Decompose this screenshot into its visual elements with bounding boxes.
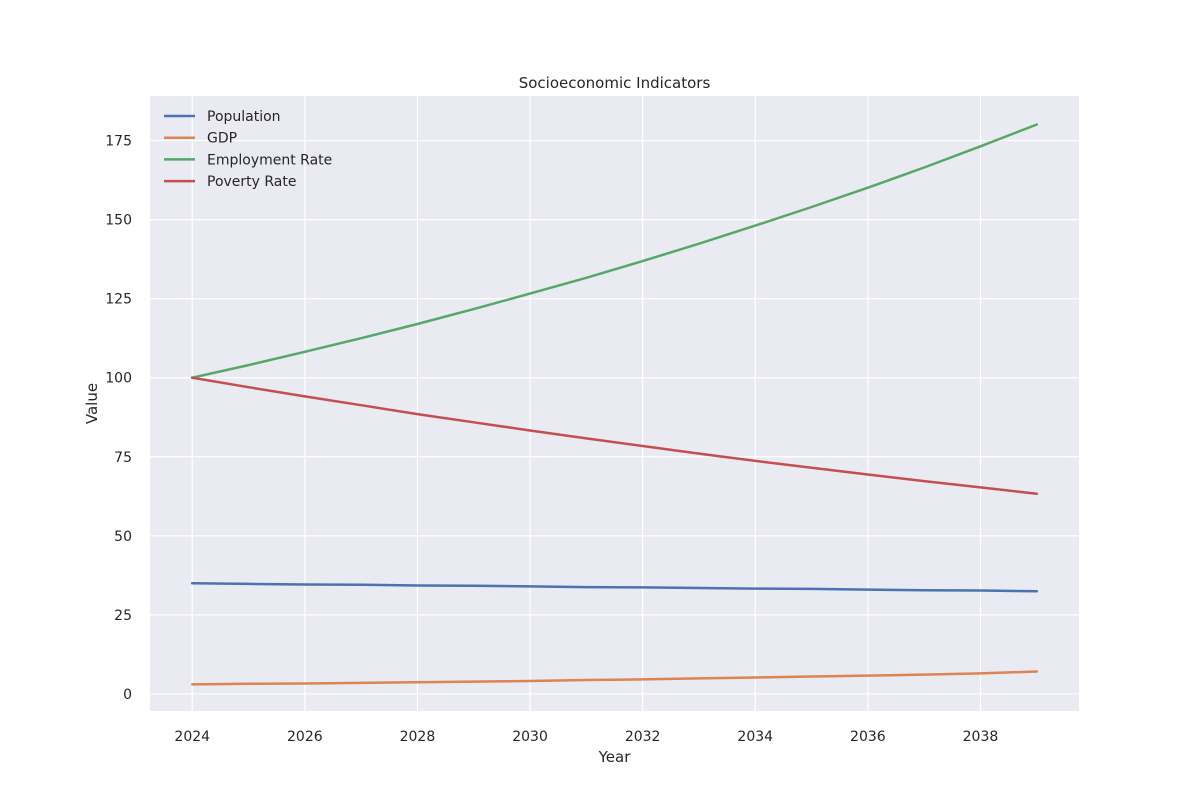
x-tick-label: 2034 — [737, 729, 773, 745]
x-tick-label: 2032 — [625, 729, 661, 745]
x-axis-ticks: 2024 2026 2028 2030 2032 2034 2036 2038 — [174, 729, 998, 745]
series-line-poverty-rate — [190, 376, 1039, 496]
y-axis-label: Value — [83, 383, 101, 424]
series-lines — [190, 123, 1039, 686]
grid — [150, 96, 1079, 711]
x-tick-label: 2038 — [963, 729, 999, 745]
x-tick-label: 2024 — [174, 729, 210, 745]
y-tick-label: 175 — [105, 134, 132, 150]
y-tick-label: 50 — [114, 529, 132, 545]
y-axis-ticks: 0 25 50 75 100 125 150 175 — [105, 134, 132, 703]
legend-label: Poverty Rate — [207, 174, 297, 190]
legend-label: Population — [207, 109, 281, 125]
series-line-gdp — [190, 670, 1039, 686]
y-tick-label: 75 — [114, 450, 132, 466]
y-tick-label: 25 — [114, 608, 132, 624]
chart-title: Socioeconomic Indicators — [519, 74, 711, 92]
x-axis-label: Year — [598, 748, 632, 766]
y-tick-label: 0 — [123, 687, 132, 703]
x-tick-label: 2036 — [850, 729, 886, 745]
legend: Population GDP Employment Rate Poverty Rate — [164, 109, 332, 190]
x-tick-label: 2030 — [512, 729, 548, 745]
legend-item-gdp: GDP — [164, 131, 237, 147]
y-tick-label: 125 — [105, 292, 132, 308]
legend-item-employment-rate: Employment Rate — [164, 152, 332, 168]
series-line-population — [190, 582, 1039, 593]
x-tick-label: 2028 — [400, 729, 436, 745]
legend-item-poverty-rate: Poverty Rate — [164, 174, 297, 190]
legend-label: Employment Rate — [207, 152, 332, 168]
series-line-employment-rate — [190, 123, 1039, 379]
x-tick-label: 2026 — [287, 729, 323, 745]
legend-item-population: Population — [164, 109, 281, 125]
y-tick-label: 150 — [105, 213, 132, 229]
y-tick-label: 100 — [105, 371, 132, 387]
legend-label: GDP — [207, 131, 237, 147]
